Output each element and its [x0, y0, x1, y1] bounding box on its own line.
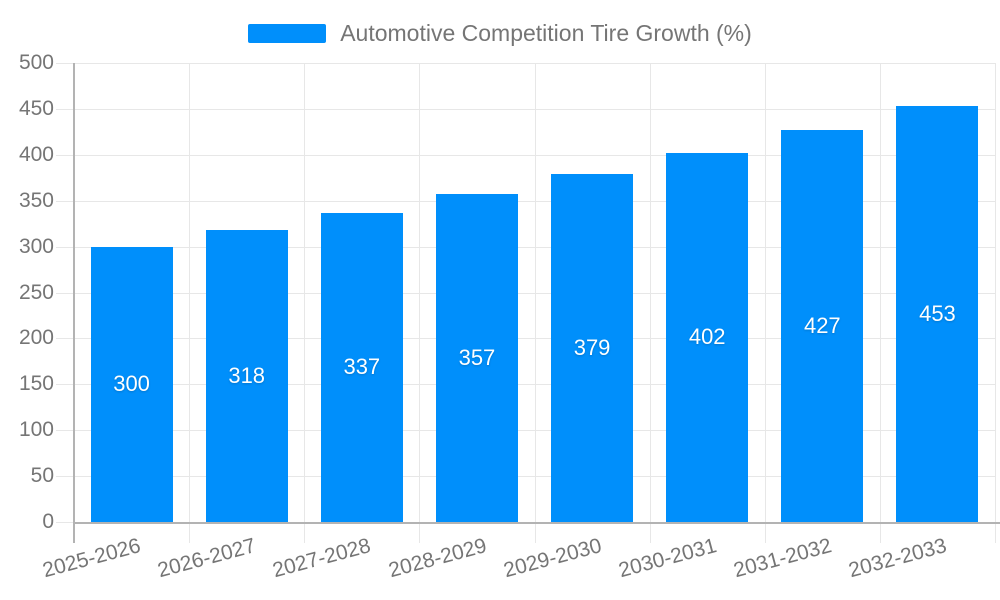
bar[interactable]	[90, 246, 173, 522]
y-axis-label: 200	[18, 326, 54, 350]
y-gridline	[56, 292, 995, 294]
y-gridline	[56, 200, 995, 202]
y-gridline	[56, 338, 995, 340]
x-gridline	[995, 63, 996, 543]
x-axis-label: 2029-2030	[500, 534, 604, 583]
x-axis-label: 2026-2027	[155, 534, 259, 583]
legend[interactable]: Automotive Competition Tire Growth (%)	[0, 20, 1000, 47]
y-axis-label: 450	[18, 96, 54, 120]
y-axis-label: 250	[18, 280, 54, 304]
y-axis-label: 100	[18, 418, 54, 442]
x-axis-label: 2025-2026	[40, 534, 144, 583]
bar-value-label: 318	[228, 363, 266, 389]
y-gridline	[56, 476, 995, 478]
bar-value-label: 357	[458, 345, 496, 371]
y-axis-line	[73, 63, 75, 543]
bar-value-label: 402	[688, 324, 726, 350]
x-gridline	[304, 63, 306, 543]
x-gridline	[534, 63, 536, 543]
x-gridline	[649, 63, 651, 543]
bar[interactable]	[896, 106, 979, 522]
bar[interactable]	[435, 194, 518, 522]
bar[interactable]	[205, 230, 288, 522]
bar-value-label: 300	[113, 371, 150, 397]
y-gridline	[56, 430, 995, 432]
bar-value-label: 337	[343, 354, 381, 380]
y-gridline	[56, 63, 995, 64]
y-axis-label: 500	[18, 51, 54, 74]
bar[interactable]	[320, 212, 403, 522]
y-gridline	[56, 154, 995, 156]
bar[interactable]	[551, 174, 634, 522]
x-axis-line	[73, 522, 1000, 524]
y-tick	[56, 522, 74, 523]
x-axis-label: 2032-2033	[846, 534, 950, 583]
y-axis-label: 50	[30, 464, 54, 488]
x-axis-label: 2031-2032	[731, 534, 835, 583]
y-axis-label: 300	[18, 234, 54, 258]
legend-swatch-icon	[248, 24, 327, 43]
y-gridline	[56, 384, 995, 386]
bar-value-label: 379	[573, 335, 611, 361]
bar[interactable]	[666, 152, 749, 522]
x-gridline	[879, 63, 881, 543]
legend-label: Automotive Competition Tire Growth (%)	[340, 20, 752, 46]
x-gridline	[764, 63, 766, 543]
y-axis-label: 0	[42, 510, 54, 533]
bar-value-label: 453	[919, 301, 956, 327]
x-gridline	[419, 63, 421, 543]
bar[interactable]	[781, 130, 864, 522]
y-axis-label: 350	[18, 188, 54, 212]
x-gridline	[189, 63, 191, 543]
y-gridline	[56, 108, 995, 110]
y-axis-label: 400	[18, 142, 54, 166]
x-axis-label: 2027-2028	[270, 534, 374, 583]
x-axis-label: 2030-2031	[615, 534, 719, 583]
bar-value-label: 427	[803, 313, 841, 338]
y-gridline	[56, 246, 995, 248]
x-axis-label: 2028-2029	[385, 534, 489, 583]
y-axis-label: 150	[18, 372, 54, 396]
